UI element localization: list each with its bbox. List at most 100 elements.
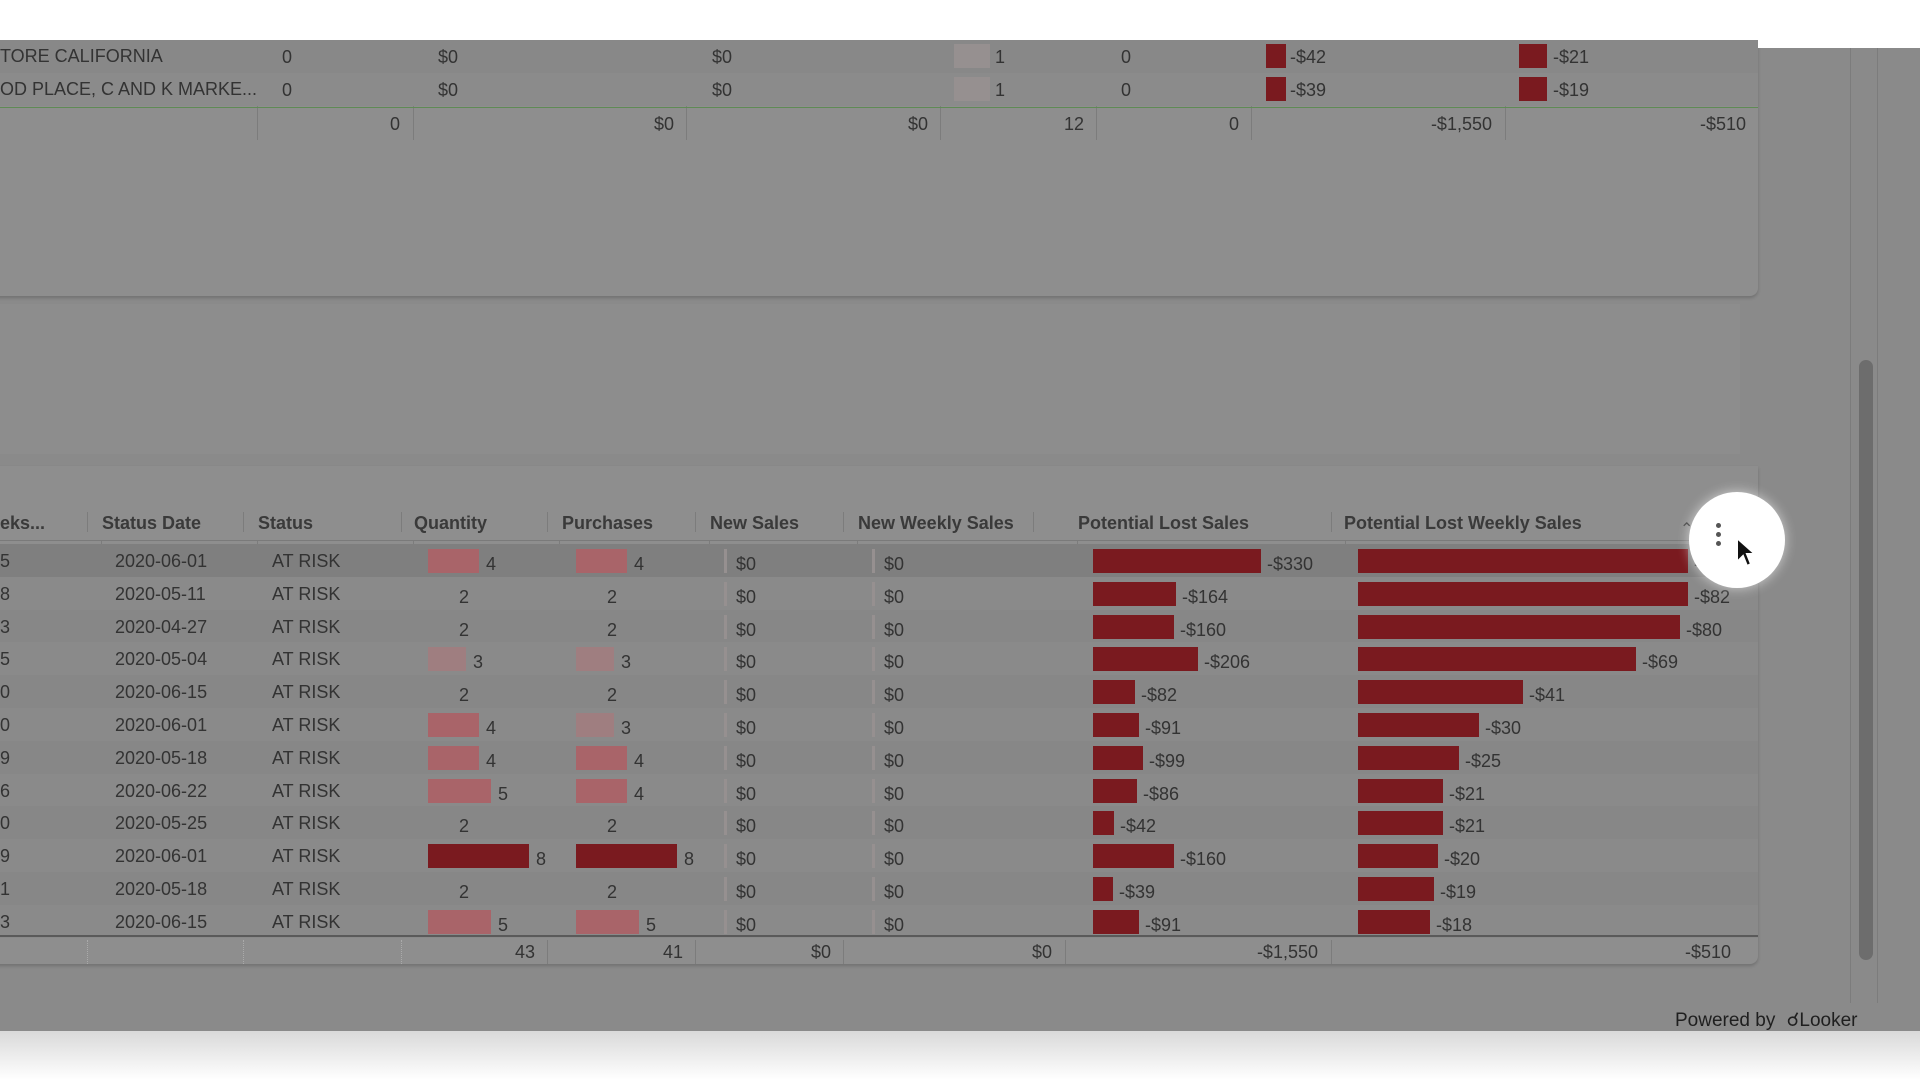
dashboard-scrollbar[interactable] <box>1850 48 1878 1003</box>
lost-weekly-cell: -$19 <box>1440 882 1477 902</box>
weeks-header[interactable]: eks... <box>0 513 46 533</box>
new-weekly-sales-bar <box>872 844 875 868</box>
quantity-cell: 2 <box>459 882 470 902</box>
powered-by-label: Powered by <box>1675 1010 1776 1031</box>
new-sales-bar <box>724 680 727 704</box>
status-cell: AT RISK <box>272 912 341 932</box>
total-new-weekly-sales: $0 <box>1031 942 1052 962</box>
header-bottom-border <box>0 540 1758 541</box>
purchases-bar <box>576 647 614 671</box>
quantity-cell: 0 <box>282 80 293 100</box>
lost-sales-cell: -$42 <box>1290 47 1327 67</box>
scrollbar-thumb[interactable] <box>1859 360 1873 960</box>
new-weekly-sales-bar <box>872 615 875 639</box>
new-weekly-sales-cell: $0 <box>884 849 905 869</box>
new-weekly-sales-cell: $0 <box>884 620 905 640</box>
status-header[interactable]: Status <box>258 513 314 533</box>
new-weekly-sales-cell: $0 <box>884 652 905 672</box>
weeks-cell: 0 <box>0 813 11 833</box>
status-date-cell: 2020-04-27 <box>115 617 208 637</box>
status-date-cell: 2020-06-01 <box>115 846 208 866</box>
new-weekly-sales-bar <box>872 877 875 901</box>
potential-lost-weekly-header[interactable]: Potential Lost Weekly Sales <box>1344 513 1582 533</box>
new-weekly-sales-bar <box>872 582 875 606</box>
lost-sales-bar <box>1093 746 1143 770</box>
new-sales-cell: $0 <box>736 652 757 672</box>
lost-weekly-bar <box>1358 746 1459 770</box>
weeks-cell: 9 <box>0 748 11 768</box>
header-divider <box>695 512 696 532</box>
lost-weekly-bar <box>1358 779 1443 803</box>
count-bar <box>954 44 990 68</box>
lost-weekly-cell: -$21 <box>1553 47 1590 67</box>
lost-weekly-bar <box>1358 549 1688 573</box>
table-row[interactable] <box>0 872 1758 905</box>
lost-sales-bar <box>1093 647 1198 671</box>
new-weekly-sales-cell: $0 <box>884 587 905 607</box>
table-row[interactable] <box>0 73 1758 106</box>
totals-column-divider <box>547 940 548 964</box>
table-row[interactable] <box>0 774 1758 807</box>
new-weekly-sales-bar <box>872 549 875 573</box>
weeks-cell: 6 <box>0 781 11 801</box>
status-date-cell: 2020-06-15 <box>115 682 208 702</box>
looker-logo-icon: ☌ <box>1786 1010 1800 1031</box>
purchases-bar <box>576 713 614 737</box>
new-weekly-sales-bar <box>872 647 875 671</box>
table-row[interactable] <box>0 905 1758 938</box>
lost-weekly-bar <box>1358 680 1523 704</box>
new-sales-bar <box>724 582 727 606</box>
lost-sales-cell: -$86 <box>1143 784 1180 804</box>
lost-sales-bar <box>1266 77 1286 101</box>
status-date-cell: 2020-05-11 <box>115 584 206 604</box>
totals-divider <box>0 935 1758 937</box>
new-sales-header[interactable]: New Sales <box>710 513 800 533</box>
lost-sales-cell: -$39 <box>1290 80 1327 100</box>
lost-sales-bar <box>1093 615 1174 639</box>
header-divider <box>1331 512 1332 532</box>
lost-weekly-bar <box>1358 844 1438 868</box>
total-lost-weekly: -$510 <box>1699 114 1746 134</box>
lost-sales-bar <box>1093 910 1139 934</box>
more-vert-icon[interactable] <box>1712 520 1724 556</box>
new-sales-bar <box>724 746 727 770</box>
quantity-cell: 2 <box>459 685 470 705</box>
lost-sales-bar <box>1266 44 1286 68</box>
purchases-cell: 8 <box>684 849 695 869</box>
status-cell: AT RISK <box>272 617 341 637</box>
quantity-cell: 5 <box>498 784 509 804</box>
purchases-bar <box>576 746 627 770</box>
looker-brand: Looker <box>1799 1010 1858 1031</box>
status-cell: AT RISK <box>272 682 341 702</box>
new-weekly-sales-cell: $0 <box>884 882 905 902</box>
purchases-bar <box>576 910 639 934</box>
weeks-cell: 0 <box>0 715 11 735</box>
lost-weekly-cell: -$80 <box>1686 620 1723 640</box>
weeks-cell: 5 <box>0 649 11 669</box>
new-weekly-sales-header[interactable]: New Weekly Sales <box>858 513 1014 533</box>
quantity-bar <box>428 779 491 803</box>
quantity-header[interactable]: Quantity <box>414 513 488 533</box>
table-row[interactable] <box>0 806 1758 839</box>
purchases-header[interactable]: Purchases <box>562 513 654 533</box>
status-cell: AT RISK <box>272 781 341 801</box>
table-row[interactable] <box>0 40 1758 73</box>
status-date-header[interactable]: Status Date <box>102 513 202 533</box>
new-weekly-sales-bar <box>872 811 875 835</box>
status-date-cell: 2020-05-04 <box>115 649 208 669</box>
sort-up-icon[interactable]: ⌃ <box>1680 521 1694 538</box>
table-row[interactable] <box>0 839 1758 872</box>
potential-lost-sales-header[interactable]: Potential Lost Sales <box>1078 513 1250 533</box>
lost-sales-cell: -$91 <box>1145 915 1182 935</box>
table-row[interactable] <box>0 741 1758 774</box>
lost-sales-bar <box>1093 582 1176 606</box>
status-date-cell: 2020-06-01 <box>115 715 208 735</box>
purchases-cell: 4 <box>634 554 645 574</box>
quantity-bar <box>428 713 479 737</box>
header-divider <box>401 512 402 532</box>
new-sales-cell: $0 <box>736 587 757 607</box>
quantity-cell: 3 <box>473 652 484 672</box>
status-cell: AT RISK <box>272 584 341 604</box>
new-sales-cell: $0 <box>736 816 757 836</box>
count-cell: 1 <box>995 47 1006 67</box>
